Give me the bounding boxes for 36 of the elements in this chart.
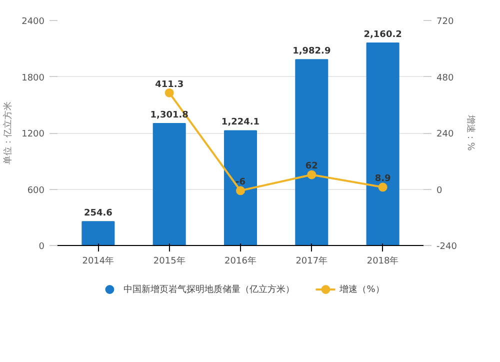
y-tick-label: 1800 bbox=[22, 73, 45, 84]
y-axis-title: 单位：亿立方米 bbox=[2, 102, 14, 164]
x-tick-label: 2014年 bbox=[82, 256, 114, 266]
data-label: 62 bbox=[305, 162, 318, 172]
bar bbox=[295, 59, 328, 246]
data-label: 411.3 bbox=[155, 80, 184, 90]
y-tick-label: 0 bbox=[38, 242, 45, 252]
data-label: 1,982.9 bbox=[292, 46, 331, 57]
bar bbox=[152, 122, 186, 246]
point bbox=[236, 186, 245, 196]
data-label: 254.6 bbox=[84, 208, 112, 219]
y-tick-label: 1200 bbox=[22, 130, 45, 140]
y2-tick-label: 720 bbox=[436, 17, 454, 27]
y2-axis-title: 增速：% bbox=[464, 114, 476, 152]
point bbox=[378, 182, 388, 192]
data-label: 8.9 bbox=[374, 174, 391, 184]
y2-tick-label: 240 bbox=[436, 130, 454, 140]
data-label: 2,160.2 bbox=[364, 30, 402, 40]
y-tick-label: 2400 bbox=[22, 17, 45, 27]
x-tick-label: 2015年 bbox=[153, 256, 186, 266]
bar bbox=[224, 130, 258, 246]
bar bbox=[366, 42, 400, 246]
y-tick-label: 600 bbox=[27, 186, 45, 196]
bar bbox=[82, 221, 115, 246]
y2-tick-label: 480 bbox=[436, 73, 454, 84]
legend-label: 中国新增页岩气探明地质储量（亿立方米） bbox=[124, 284, 295, 296]
point bbox=[164, 88, 174, 98]
point bbox=[307, 170, 316, 180]
x-tick-label: 2018年 bbox=[366, 256, 399, 266]
x-tick-label: 2016年 bbox=[224, 256, 256, 266]
data-label: -6 bbox=[236, 178, 246, 188]
y2-tick-label: -240 bbox=[436, 242, 458, 252]
y2-tick-label: 0 bbox=[436, 186, 442, 196]
data-label: 1,224.1 bbox=[221, 118, 260, 128]
x-tick-label: 2017年 bbox=[296, 256, 328, 266]
legend-label: 增速（%） bbox=[340, 284, 384, 296]
